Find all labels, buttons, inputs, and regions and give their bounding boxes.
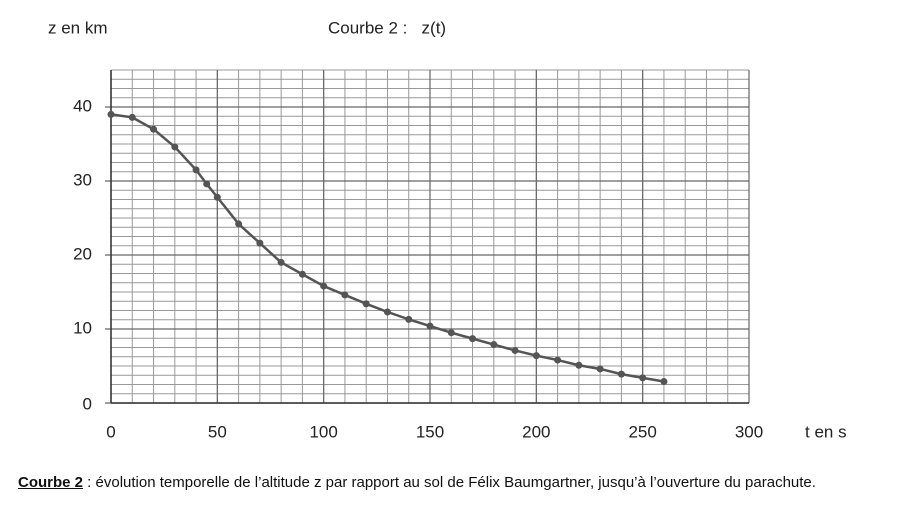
data-point — [362, 300, 370, 308]
data-point — [203, 180, 211, 188]
x-tick-label: 50 — [208, 422, 227, 441]
data-point — [213, 193, 221, 201]
data-point — [660, 378, 668, 386]
data-point — [150, 125, 158, 133]
data-point — [639, 374, 647, 382]
caption-label: Courbe 2 — [18, 474, 84, 491]
data-point — [383, 308, 391, 316]
x-tick-label: 250 — [628, 422, 656, 441]
y-tick-label: 40 — [73, 96, 92, 115]
x-axis-label: t en s — [805, 422, 847, 441]
data-point — [532, 352, 540, 360]
data-line — [110, 113, 665, 383]
x-tick-label: 0 — [106, 422, 115, 441]
caption-text: : évolution temporelle de l’altitude z p… — [83, 474, 816, 491]
data-point — [447, 329, 455, 337]
data-point — [107, 110, 115, 118]
data-point — [405, 315, 413, 323]
x-tick-label: 300 — [735, 422, 763, 441]
x-tick-label: 100 — [309, 422, 337, 441]
caption: Courbe 2 : évolution temporelle de l’alt… — [18, 473, 888, 493]
data-point — [341, 291, 349, 299]
data-point — [192, 166, 200, 174]
data-point — [469, 335, 477, 343]
data-point — [298, 270, 306, 278]
chart: z en km Courbe 2 : z(t) t en s 0 50 100 150… — [48, 18, 847, 441]
y-tick-label: 30 — [73, 170, 92, 189]
data-point — [426, 322, 434, 330]
data-point — [617, 370, 625, 378]
x-tick-label: 150 — [416, 422, 444, 441]
data-point — [511, 346, 519, 354]
data-point — [596, 365, 604, 373]
data-point — [256, 239, 264, 247]
data-point — [277, 258, 285, 266]
data-point — [554, 356, 562, 364]
chart-title: Courbe 2 : z(t) — [328, 18, 446, 37]
data-point — [171, 143, 179, 151]
y-axis-label: z en km — [48, 18, 108, 37]
y-tick-label: 20 — [73, 244, 92, 263]
data-point — [128, 113, 136, 121]
data-point — [235, 220, 243, 228]
x-tick-label: 200 — [522, 422, 550, 441]
y-tick-label: 10 — [73, 318, 92, 337]
data-point — [320, 282, 328, 290]
y-tick-label: 0 — [83, 394, 92, 413]
data-point — [575, 361, 583, 369]
data-point — [490, 341, 498, 349]
